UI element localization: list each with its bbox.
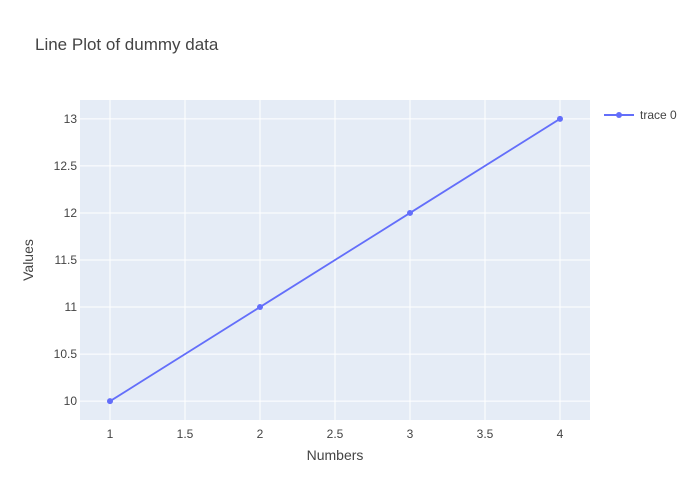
y-tick-label: 12.5 <box>54 159 78 173</box>
x-tick-label: 3 <box>407 427 414 441</box>
series-layer <box>107 115 563 405</box>
data-point[interactable] <box>557 115 563 122</box>
x-tick-label: 1 <box>107 427 114 441</box>
y-tick-label: 10 <box>64 394 78 408</box>
x-axis-ticks: 1 1.5 2 2.5 3 3.5 4 <box>107 427 564 441</box>
data-point[interactable] <box>407 209 413 216</box>
x-tick-label: 2 <box>257 427 264 441</box>
x-axis-title: Numbers <box>307 447 364 463</box>
y-tick-label: 10.5 <box>54 347 78 361</box>
legend-label-trace-0: trace 0 <box>640 108 677 122</box>
x-tick-label: 1.5 <box>177 427 194 441</box>
y-axis-ticks: 10 10.5 11 11.5 12 12.5 13 <box>54 112 78 408</box>
series-line-trace-0 <box>109 118 561 402</box>
y-tick-label: 11 <box>65 300 78 314</box>
x-tick-label: 4 <box>557 427 564 441</box>
x-tick-label: 3.5 <box>477 427 494 441</box>
legend-marker-trace-0 <box>616 112 622 118</box>
chart-title: Line Plot of dummy data <box>35 35 219 54</box>
y-tick-label: 13 <box>64 112 78 126</box>
y-tick-label: 11.5 <box>55 253 78 267</box>
data-point[interactable] <box>257 304 263 311</box>
y-axis-title: Values <box>20 239 36 281</box>
y-tick-label: 12 <box>64 206 78 220</box>
legend[interactable]: trace 0 <box>604 108 677 122</box>
data-point[interactable] <box>107 398 113 405</box>
x-tick-label: 2.5 <box>327 427 344 441</box>
